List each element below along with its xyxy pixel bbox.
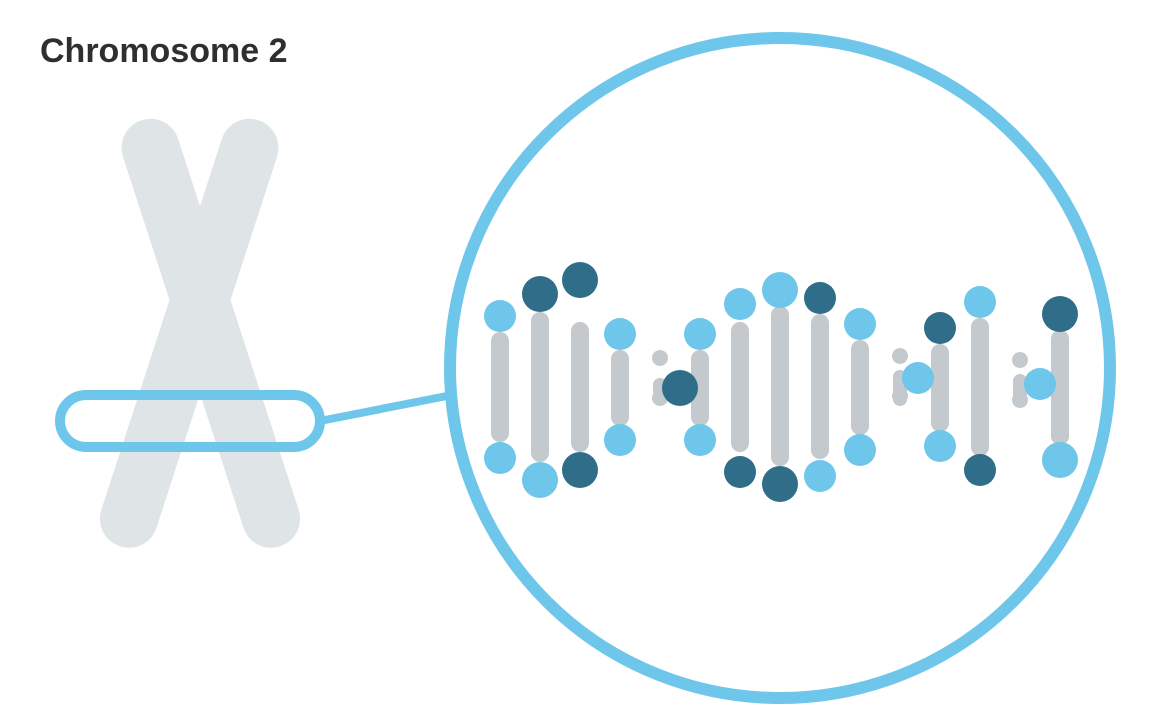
chromosome-icon bbox=[129, 148, 271, 519]
diagram-svg bbox=[0, 0, 1170, 718]
connector-line bbox=[320, 395, 452, 421]
